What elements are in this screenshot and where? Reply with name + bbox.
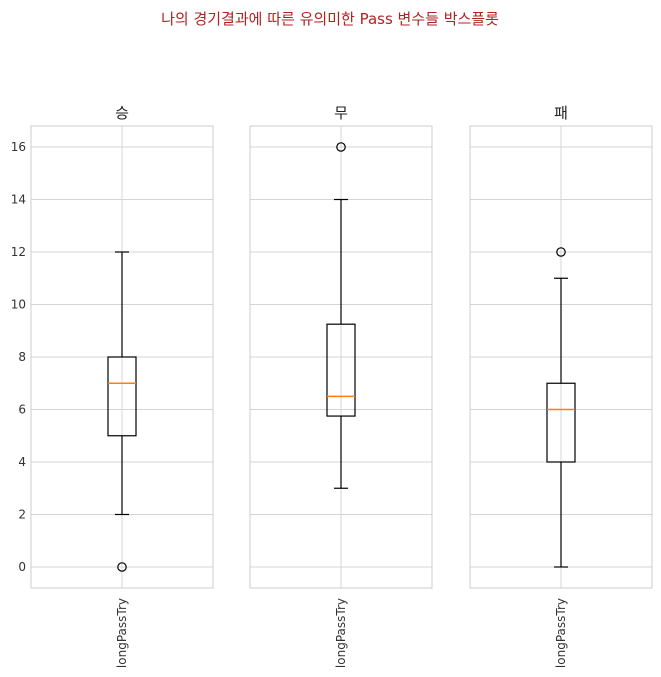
panel-2: 무 longPassTry (249, 104, 433, 668)
axes-frame (30, 125, 214, 589)
outlier-point (117, 562, 127, 572)
y-tick-label: 4 (18, 455, 26, 469)
y-tick-label: 8 (18, 350, 26, 364)
panel-3: 패 longPassTry (469, 104, 653, 668)
axes-frame (249, 125, 433, 589)
x-tick-label: longPassTry (334, 598, 348, 668)
x-tick-label: longPassTry (115, 598, 129, 668)
outlier-point (336, 142, 346, 152)
panel-title: 승 (115, 104, 129, 122)
y-tick-label: 10 (11, 298, 26, 312)
y-tick-label: 2 (18, 508, 26, 522)
axes-frame (469, 125, 653, 589)
iqr-box (326, 323, 356, 417)
y-tick-label: 14 (11, 193, 26, 207)
panel-title: 무 (334, 104, 348, 122)
y-tick-label: 16 (11, 140, 26, 154)
iqr-box (107, 356, 137, 437)
y-tick-label: 0 (18, 560, 26, 574)
panel-title: 패 (554, 104, 568, 122)
x-tick-label: longPassTry (554, 598, 568, 668)
figure-title: 나의 경기결과에 따른 유의미한 Pass 변수들 박스플롯 (161, 10, 499, 28)
y-tick-label: 12 (11, 245, 26, 259)
outlier-point (556, 247, 566, 257)
panel-1: 승 0 2 4 6 8 10 12 14 16 longPassTry (11, 104, 214, 668)
y-tick-label: 6 (18, 403, 26, 417)
iqr-box (546, 382, 576, 463)
